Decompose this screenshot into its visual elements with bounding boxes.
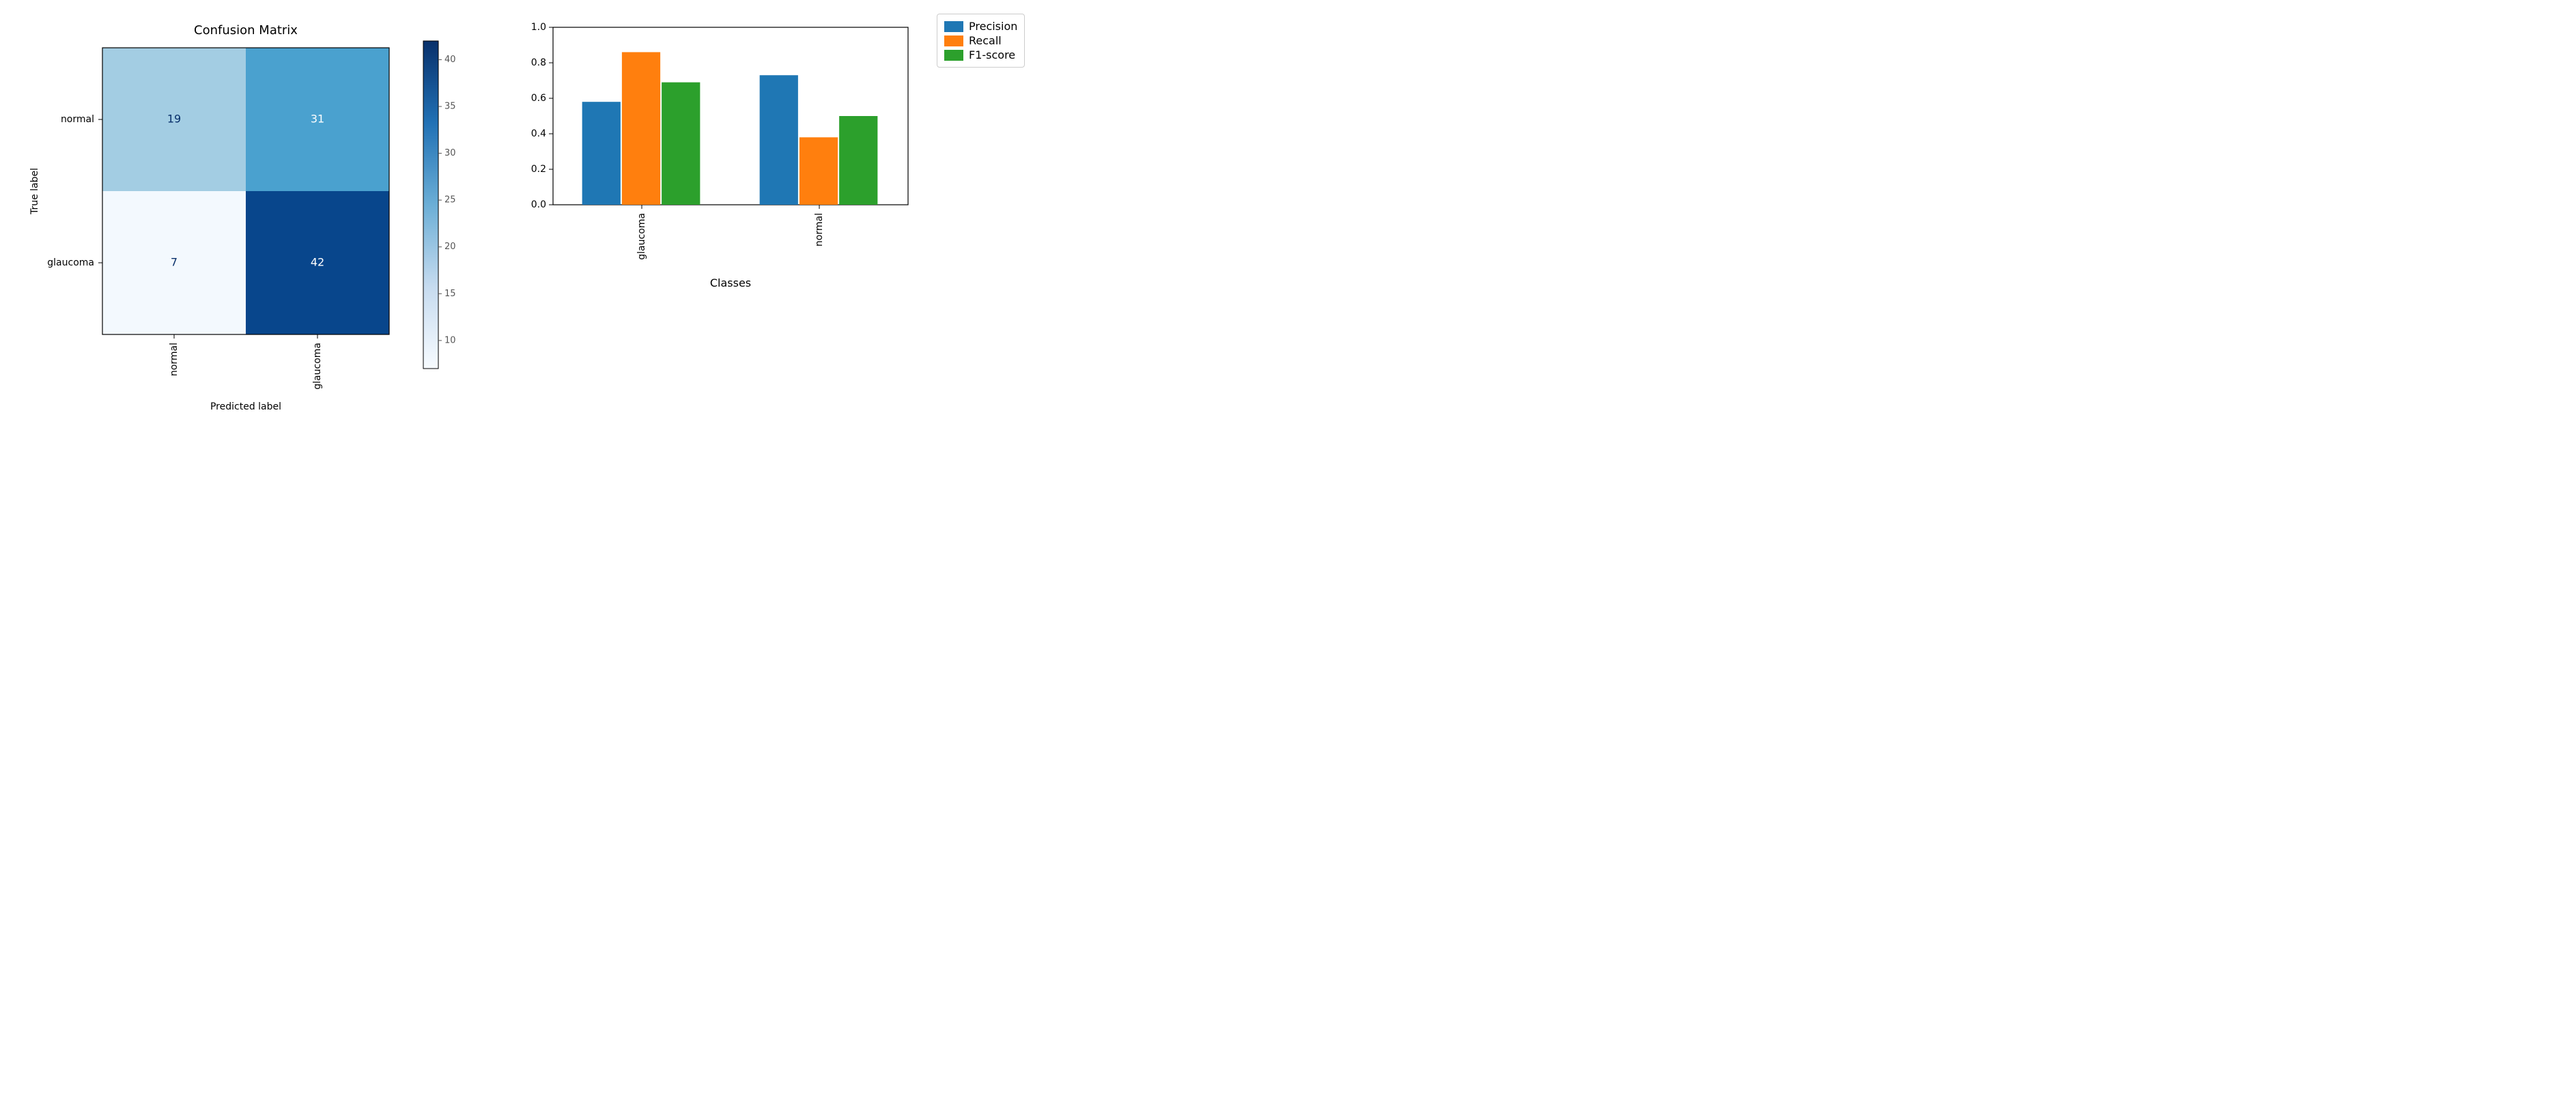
legend-swatch [944, 35, 963, 46]
bar-xlabel: Classes [710, 276, 751, 289]
colorbar-tick-label: 15 [444, 289, 456, 299]
legend-label: F1-score [969, 48, 1015, 61]
colorbar-tick-label: 20 [444, 242, 456, 252]
metrics-bar-svg: 0.0 0.2 0.4 0.6 0.8 1.0 glaucoma normal Classes [505, 14, 929, 300]
legend-swatch [944, 21, 963, 32]
legend-label: Precision [969, 20, 1017, 33]
colorbar-tick-label: 25 [444, 195, 456, 205]
legend-label: Recall [969, 34, 1002, 47]
bar-ytick-label: 0.0 [531, 199, 546, 210]
metric-bar [622, 52, 660, 205]
cm-cell-value: 42 [311, 256, 324, 269]
colorbar-tick-label: 40 [444, 55, 456, 65]
metrics-chart-panel: 0.00.20.40.60.81.0glaucomanormalClasses … [505, 14, 1025, 300]
confusion-matrix-svg: Confusion Matrix 19 31 7 42 normal glaucoma nor… [14, 14, 478, 450]
cm-title: Confusion Matrix [194, 23, 298, 38]
legend: PrecisionRecallF1-score [937, 14, 1025, 68]
bar-ytick-label: 0.8 [531, 57, 546, 68]
bar-ytick-label: 0.2 [531, 164, 546, 175]
bar-ytick-label: 1.0 [531, 22, 546, 33]
colorbar-tick-label: 10 [444, 335, 456, 345]
cm-cell-value: 31 [311, 113, 324, 126]
metric-bar [799, 137, 838, 205]
bar-ytick-label: 0.6 [531, 93, 546, 104]
colorbar-tick-label: 30 [444, 148, 456, 158]
cm-ylabel: True label [29, 168, 40, 215]
colorbar [423, 41, 438, 369]
bar-category-label: normal [814, 213, 825, 246]
legend-item: Recall [944, 34, 1017, 47]
confusion-matrix-panel: Confusion Matrix 19 31 7 42 normal glaucoma nor… [14, 14, 478, 453]
cm-row-label: glaucoma [47, 257, 94, 268]
metric-bar [839, 116, 877, 205]
colorbar-tick-label: 35 [444, 102, 456, 112]
metric-bar [582, 102, 621, 205]
bar-ytick-label: 0.4 [531, 128, 546, 139]
cm-col-label: glaucoma [312, 343, 323, 390]
bar-category-label: glaucoma [636, 213, 647, 260]
cm-xlabel: Predicted label [210, 401, 281, 412]
legend-item: F1-score [944, 48, 1017, 61]
cm-row-label: normal [61, 114, 94, 125]
legend-item: Precision [944, 20, 1017, 33]
metric-bar [760, 75, 798, 205]
cm-col-label: normal [169, 343, 180, 376]
metric-bar [662, 83, 700, 205]
cm-cell-value: 7 [171, 256, 178, 269]
cm-cell-value: 19 [167, 113, 181, 126]
legend-swatch [944, 50, 963, 61]
